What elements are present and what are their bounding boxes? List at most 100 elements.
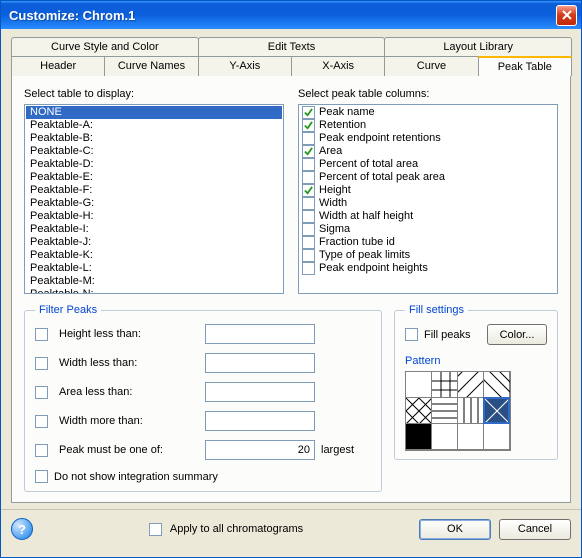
tab-curve[interactable]: Curve — [384, 56, 478, 76]
list-item[interactable]: Peaktable-F: — [26, 184, 282, 197]
checklist-label: Percent of total peak area — [319, 171, 445, 184]
pattern-swatch[interactable] — [431, 397, 458, 424]
pattern-grid — [405, 371, 511, 451]
titlebar: Customize: Chrom.1 — [1, 1, 581, 29]
filter-input[interactable] — [205, 353, 315, 373]
tabs-row-2: HeaderCurve NamesY-AxisX-AxisCurvePeak T… — [11, 56, 571, 76]
checkbox[interactable] — [302, 210, 315, 223]
filter-legend: Filter Peaks — [35, 304, 101, 316]
checklist-item[interactable]: Sigma — [300, 223, 556, 236]
checklist-item[interactable]: Percent of total peak area — [300, 171, 556, 184]
ok-button[interactable]: OK — [419, 519, 491, 540]
list-item[interactable]: Peaktable-N: — [26, 288, 282, 294]
list-item[interactable]: Peaktable-L: — [26, 262, 282, 275]
fill-peaks-checkbox[interactable] — [405, 328, 418, 341]
list-item[interactable]: Peaktable-B: — [26, 132, 282, 145]
pattern-swatch[interactable] — [405, 423, 432, 450]
pattern-swatch[interactable] — [405, 371, 432, 398]
checklist-item[interactable]: Percent of total area — [300, 158, 556, 171]
close-icon — [562, 10, 572, 20]
filter-checkbox[interactable] — [35, 415, 48, 428]
filter-input[interactable] — [205, 411, 315, 431]
checkbox[interactable] — [302, 184, 315, 197]
checklist-item[interactable]: Height — [300, 184, 556, 197]
list-item[interactable]: Peaktable-C: — [26, 145, 282, 158]
pattern-swatch[interactable] — [483, 371, 510, 398]
filter-checkbox[interactable] — [35, 444, 48, 457]
color-button[interactable]: Color... — [487, 324, 547, 345]
tab-header[interactable]: Header — [11, 56, 105, 76]
filter-checkbox[interactable] — [35, 386, 48, 399]
checkbox[interactable] — [302, 223, 315, 236]
client-area: Curve Style and ColorEdit TextsLayout Li… — [1, 29, 581, 509]
checklist-item[interactable]: Peak name — [300, 106, 556, 119]
checklist-item[interactable]: Fraction tube id — [300, 236, 556, 249]
pattern-swatch[interactable] — [405, 397, 432, 424]
list-item[interactable]: Peaktable-E: — [26, 171, 282, 184]
checkbox[interactable] — [302, 132, 315, 145]
checkbox[interactable] — [302, 171, 315, 184]
tab-layout-library[interactable]: Layout Library — [384, 37, 572, 56]
tab-y-axis[interactable]: Y-Axis — [198, 56, 292, 76]
pattern-swatch[interactable] — [457, 397, 484, 424]
pattern-label: Pattern — [405, 355, 547, 367]
checkbox[interactable] — [302, 145, 315, 158]
checklist-item[interactable]: Width at half height — [300, 210, 556, 223]
pattern-swatch[interactable] — [431, 423, 458, 450]
checkbox[interactable] — [302, 158, 315, 171]
list-item[interactable]: Peaktable-G: — [26, 197, 282, 210]
checklist-item[interactable]: Type of peak limits — [300, 249, 556, 262]
checklist-label: Retention — [319, 119, 366, 132]
tab-curve-style-and-color[interactable]: Curve Style and Color — [11, 37, 199, 56]
list-item[interactable]: Peaktable-M: — [26, 275, 282, 288]
list-item[interactable]: Peaktable-A: — [26, 119, 282, 132]
checklist-item[interactable]: Peak endpoint retentions — [300, 132, 556, 145]
list-item[interactable]: Peaktable-J: — [26, 236, 282, 249]
list-item[interactable]: Peaktable-D: — [26, 158, 282, 171]
help-button[interactable]: ? — [11, 518, 33, 540]
close-button[interactable] — [556, 5, 577, 26]
filter-input[interactable] — [205, 324, 315, 344]
fill-settings-group: Fill settings Fill peaks Color... Patter… — [394, 304, 558, 460]
pattern-swatch[interactable] — [431, 371, 458, 398]
column-list-label: Select peak table columns: — [298, 88, 558, 100]
column-checklist[interactable]: Peak nameRetentionPeak endpoint retentio… — [298, 104, 558, 294]
checklist-label: Sigma — [319, 223, 350, 236]
list-item[interactable]: Peaktable-H: — [26, 210, 282, 223]
list-item[interactable]: Peaktable-I: — [26, 223, 282, 236]
filter-checkbox[interactable] — [35, 328, 48, 341]
tab-x-axis[interactable]: X-Axis — [291, 56, 385, 76]
checkbox[interactable] — [302, 249, 315, 262]
tabs-row-1: Curve Style and ColorEdit TextsLayout Li… — [11, 37, 571, 56]
filter-input[interactable] — [205, 382, 315, 402]
checkbox[interactable] — [302, 236, 315, 249]
pattern-swatch[interactable] — [483, 397, 510, 424]
checkbox[interactable] — [302, 197, 315, 210]
filter-label: Area less than: — [59, 386, 199, 398]
apply-all-checkbox[interactable] — [149, 523, 162, 536]
summary-checkbox[interactable] — [35, 470, 48, 483]
checklist-label: Type of peak limits — [319, 249, 410, 262]
tab-curve-names[interactable]: Curve Names — [104, 56, 198, 76]
pattern-swatch[interactable] — [457, 423, 484, 450]
checklist-item[interactable]: Width — [300, 197, 556, 210]
pattern-swatch[interactable] — [457, 371, 484, 398]
checklist-item[interactable]: Retention — [300, 119, 556, 132]
filter-input[interactable] — [205, 440, 315, 460]
window-title: Customize: Chrom.1 — [9, 8, 556, 23]
checkbox[interactable] — [302, 119, 315, 132]
tab-peak-table[interactable]: Peak Table — [478, 56, 572, 76]
tab-edit-texts[interactable]: Edit Texts — [198, 37, 386, 56]
filter-checkbox[interactable] — [35, 357, 48, 370]
fill-legend: Fill settings — [405, 304, 468, 316]
cancel-button[interactable]: Cancel — [499, 519, 571, 540]
list-item[interactable]: Peaktable-K: — [26, 249, 282, 262]
checkbox[interactable] — [302, 262, 315, 275]
pattern-swatch[interactable] — [483, 423, 510, 450]
checklist-item[interactable]: Peak endpoint heights — [300, 262, 556, 275]
checklist-label: Fraction tube id — [319, 236, 395, 249]
checkbox[interactable] — [302, 106, 315, 119]
list-item[interactable]: NONE — [26, 106, 282, 119]
checklist-item[interactable]: Area — [300, 145, 556, 158]
table-listbox[interactable]: NONEPeaktable-A:Peaktable-B:Peaktable-C:… — [24, 104, 284, 294]
